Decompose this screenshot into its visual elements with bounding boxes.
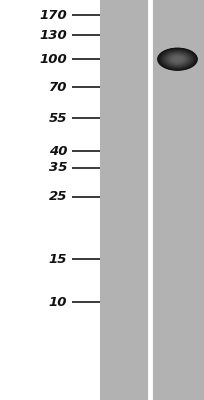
Ellipse shape [161,50,194,68]
Ellipse shape [164,52,191,67]
Ellipse shape [164,52,191,67]
Ellipse shape [165,52,190,66]
Ellipse shape [162,50,193,68]
Ellipse shape [168,54,187,65]
Ellipse shape [158,48,197,70]
Text: 170: 170 [40,9,67,22]
Ellipse shape [172,56,183,62]
Ellipse shape [160,49,195,69]
Ellipse shape [168,54,187,64]
Ellipse shape [169,54,186,64]
Text: 70: 70 [49,81,67,94]
Ellipse shape [159,49,196,70]
Ellipse shape [163,51,192,67]
Ellipse shape [157,48,197,70]
Ellipse shape [166,53,189,66]
Ellipse shape [166,52,189,66]
Bar [100,0,149,400]
Bar [152,0,204,400]
Ellipse shape [164,51,191,67]
Ellipse shape [167,53,188,65]
Text: 10: 10 [49,296,67,308]
Ellipse shape [161,50,194,68]
Ellipse shape [173,57,182,62]
Ellipse shape [169,54,186,64]
Text: 100: 100 [40,53,67,66]
Ellipse shape [158,48,197,70]
Ellipse shape [170,55,185,64]
Ellipse shape [171,56,184,63]
Ellipse shape [165,52,190,66]
Ellipse shape [163,51,192,68]
Ellipse shape [162,50,193,68]
Ellipse shape [172,56,183,62]
Ellipse shape [159,48,196,70]
Ellipse shape [171,56,184,63]
Ellipse shape [171,55,184,63]
Ellipse shape [161,50,194,69]
Text: 55: 55 [49,112,67,124]
Ellipse shape [173,56,182,62]
Ellipse shape [160,49,195,69]
Text: 25: 25 [49,190,67,203]
Ellipse shape [157,48,198,71]
Ellipse shape [167,54,187,65]
Ellipse shape [167,53,188,65]
Ellipse shape [170,55,185,64]
Text: 15: 15 [49,253,67,266]
Text: 35: 35 [49,162,67,174]
Text: 130: 130 [40,29,67,42]
Text: 40: 40 [49,145,67,158]
